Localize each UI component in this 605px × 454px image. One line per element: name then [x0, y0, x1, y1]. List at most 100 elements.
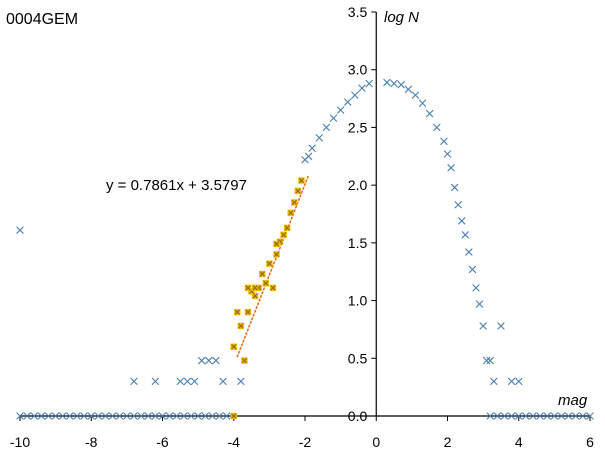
- marker-stroke: [252, 285, 258, 291]
- data-point: [194, 412, 202, 420]
- marker-stroke: [529, 412, 537, 420]
- data-point: [500, 412, 509, 420]
- fit-data-point-cross: [241, 358, 248, 364]
- marker-stroke: [479, 322, 487, 330]
- marker-stroke: [522, 412, 530, 420]
- data-point: [101, 412, 110, 420]
- marker-stroke: [507, 412, 516, 420]
- marker-stroke: [564, 412, 573, 420]
- marker-stroke: [465, 248, 473, 256]
- data-point: [543, 412, 552, 420]
- data-point: [308, 144, 316, 152]
- data-point: [433, 123, 441, 132]
- data-point: [130, 377, 138, 386]
- marker-stroke: [433, 123, 441, 132]
- marker-stroke: [37, 412, 46, 420]
- data-point: [465, 248, 473, 256]
- data-point: [237, 377, 245, 386]
- marker-stroke: [270, 285, 276, 291]
- marker-stroke: [266, 261, 272, 267]
- data-point: [514, 377, 523, 386]
- x-tick-label: -10: [10, 434, 30, 450]
- marker-stroke: [144, 412, 153, 420]
- marker-stroke: [234, 309, 240, 315]
- data-point: [201, 412, 210, 420]
- marker-stroke: [284, 225, 290, 231]
- marker-stroke: [472, 284, 480, 292]
- data-point: [507, 412, 516, 420]
- data-point: [383, 78, 391, 87]
- fit-data-point-cross: [273, 241, 280, 247]
- marker-stroke: [137, 412, 145, 420]
- marker-stroke: [73, 412, 81, 420]
- data-point: [440, 137, 448, 146]
- marker-stroke: [23, 412, 31, 420]
- marker-stroke: [383, 78, 391, 87]
- marker-stroke: [397, 80, 405, 89]
- marker-stroke: [490, 377, 498, 386]
- data-point: [418, 99, 427, 107]
- marker-stroke: [259, 271, 265, 277]
- data-point: [108, 412, 117, 420]
- data-point: [443, 150, 452, 158]
- marker-stroke: [263, 280, 269, 286]
- x-tick-label: -6: [156, 434, 169, 450]
- data-points: [16, 78, 594, 420]
- marker-stroke: [322, 123, 331, 132]
- marker-stroke: [411, 91, 420, 99]
- marker-stroke: [454, 200, 462, 209]
- marker-stroke: [44, 412, 53, 420]
- data-point: [425, 109, 434, 118]
- marker-stroke: [358, 84, 366, 92]
- data-point: [137, 412, 145, 420]
- marker-stroke: [482, 356, 491, 365]
- chart-title: 0004GEM: [6, 11, 78, 28]
- data-point: [329, 114, 338, 122]
- marker-stroke: [219, 377, 227, 386]
- y-tick-label: 0.0: [348, 408, 368, 424]
- data-point: [158, 412, 167, 420]
- marker-stroke: [205, 356, 213, 365]
- data-point: [205, 356, 213, 365]
- data-point: [468, 265, 477, 274]
- data-point: [51, 412, 60, 420]
- data-point: [80, 412, 88, 420]
- marker-stroke: [108, 412, 117, 420]
- fit-data-point-cross: [231, 413, 237, 419]
- marker-stroke: [500, 412, 509, 420]
- data-point: [219, 377, 227, 386]
- data-point: [450, 183, 459, 192]
- marker-stroke: [281, 232, 287, 238]
- marker-stroke: [231, 413, 237, 419]
- data-point: [322, 123, 331, 132]
- data-point: [461, 230, 470, 239]
- marker-stroke: [291, 199, 297, 206]
- marker-stroke: [187, 412, 195, 420]
- marker-stroke: [215, 412, 224, 420]
- marker-stroke: [172, 412, 181, 420]
- y-axis-label: log N: [384, 9, 419, 26]
- fit-data-point-cross: [231, 344, 237, 350]
- marker-stroke: [190, 377, 199, 386]
- y-tick-label: 3.0: [348, 62, 368, 78]
- y-tick-label: 2.0: [348, 177, 368, 193]
- marker-stroke: [245, 285, 251, 291]
- data-point: [529, 412, 537, 420]
- data-point: [212, 356, 220, 365]
- data-point: [176, 377, 185, 386]
- y-tick-label: 2.5: [348, 119, 368, 135]
- x-tick-label: -2: [299, 434, 312, 450]
- fit-data-point-cross: [245, 285, 251, 291]
- data-point: [183, 377, 192, 386]
- data-point: [336, 106, 345, 114]
- data-point: [507, 377, 516, 386]
- marker-stroke: [238, 323, 244, 329]
- fit-data-point-cross: [291, 199, 297, 206]
- data-point: [208, 412, 217, 420]
- data-point: [557, 412, 566, 420]
- fit-data-point-cross: [273, 251, 280, 257]
- data-point: [37, 412, 46, 420]
- trendline-equation: y = 0.7861x + 3.5797: [106, 177, 247, 194]
- fit-data-point-cross: [266, 261, 272, 267]
